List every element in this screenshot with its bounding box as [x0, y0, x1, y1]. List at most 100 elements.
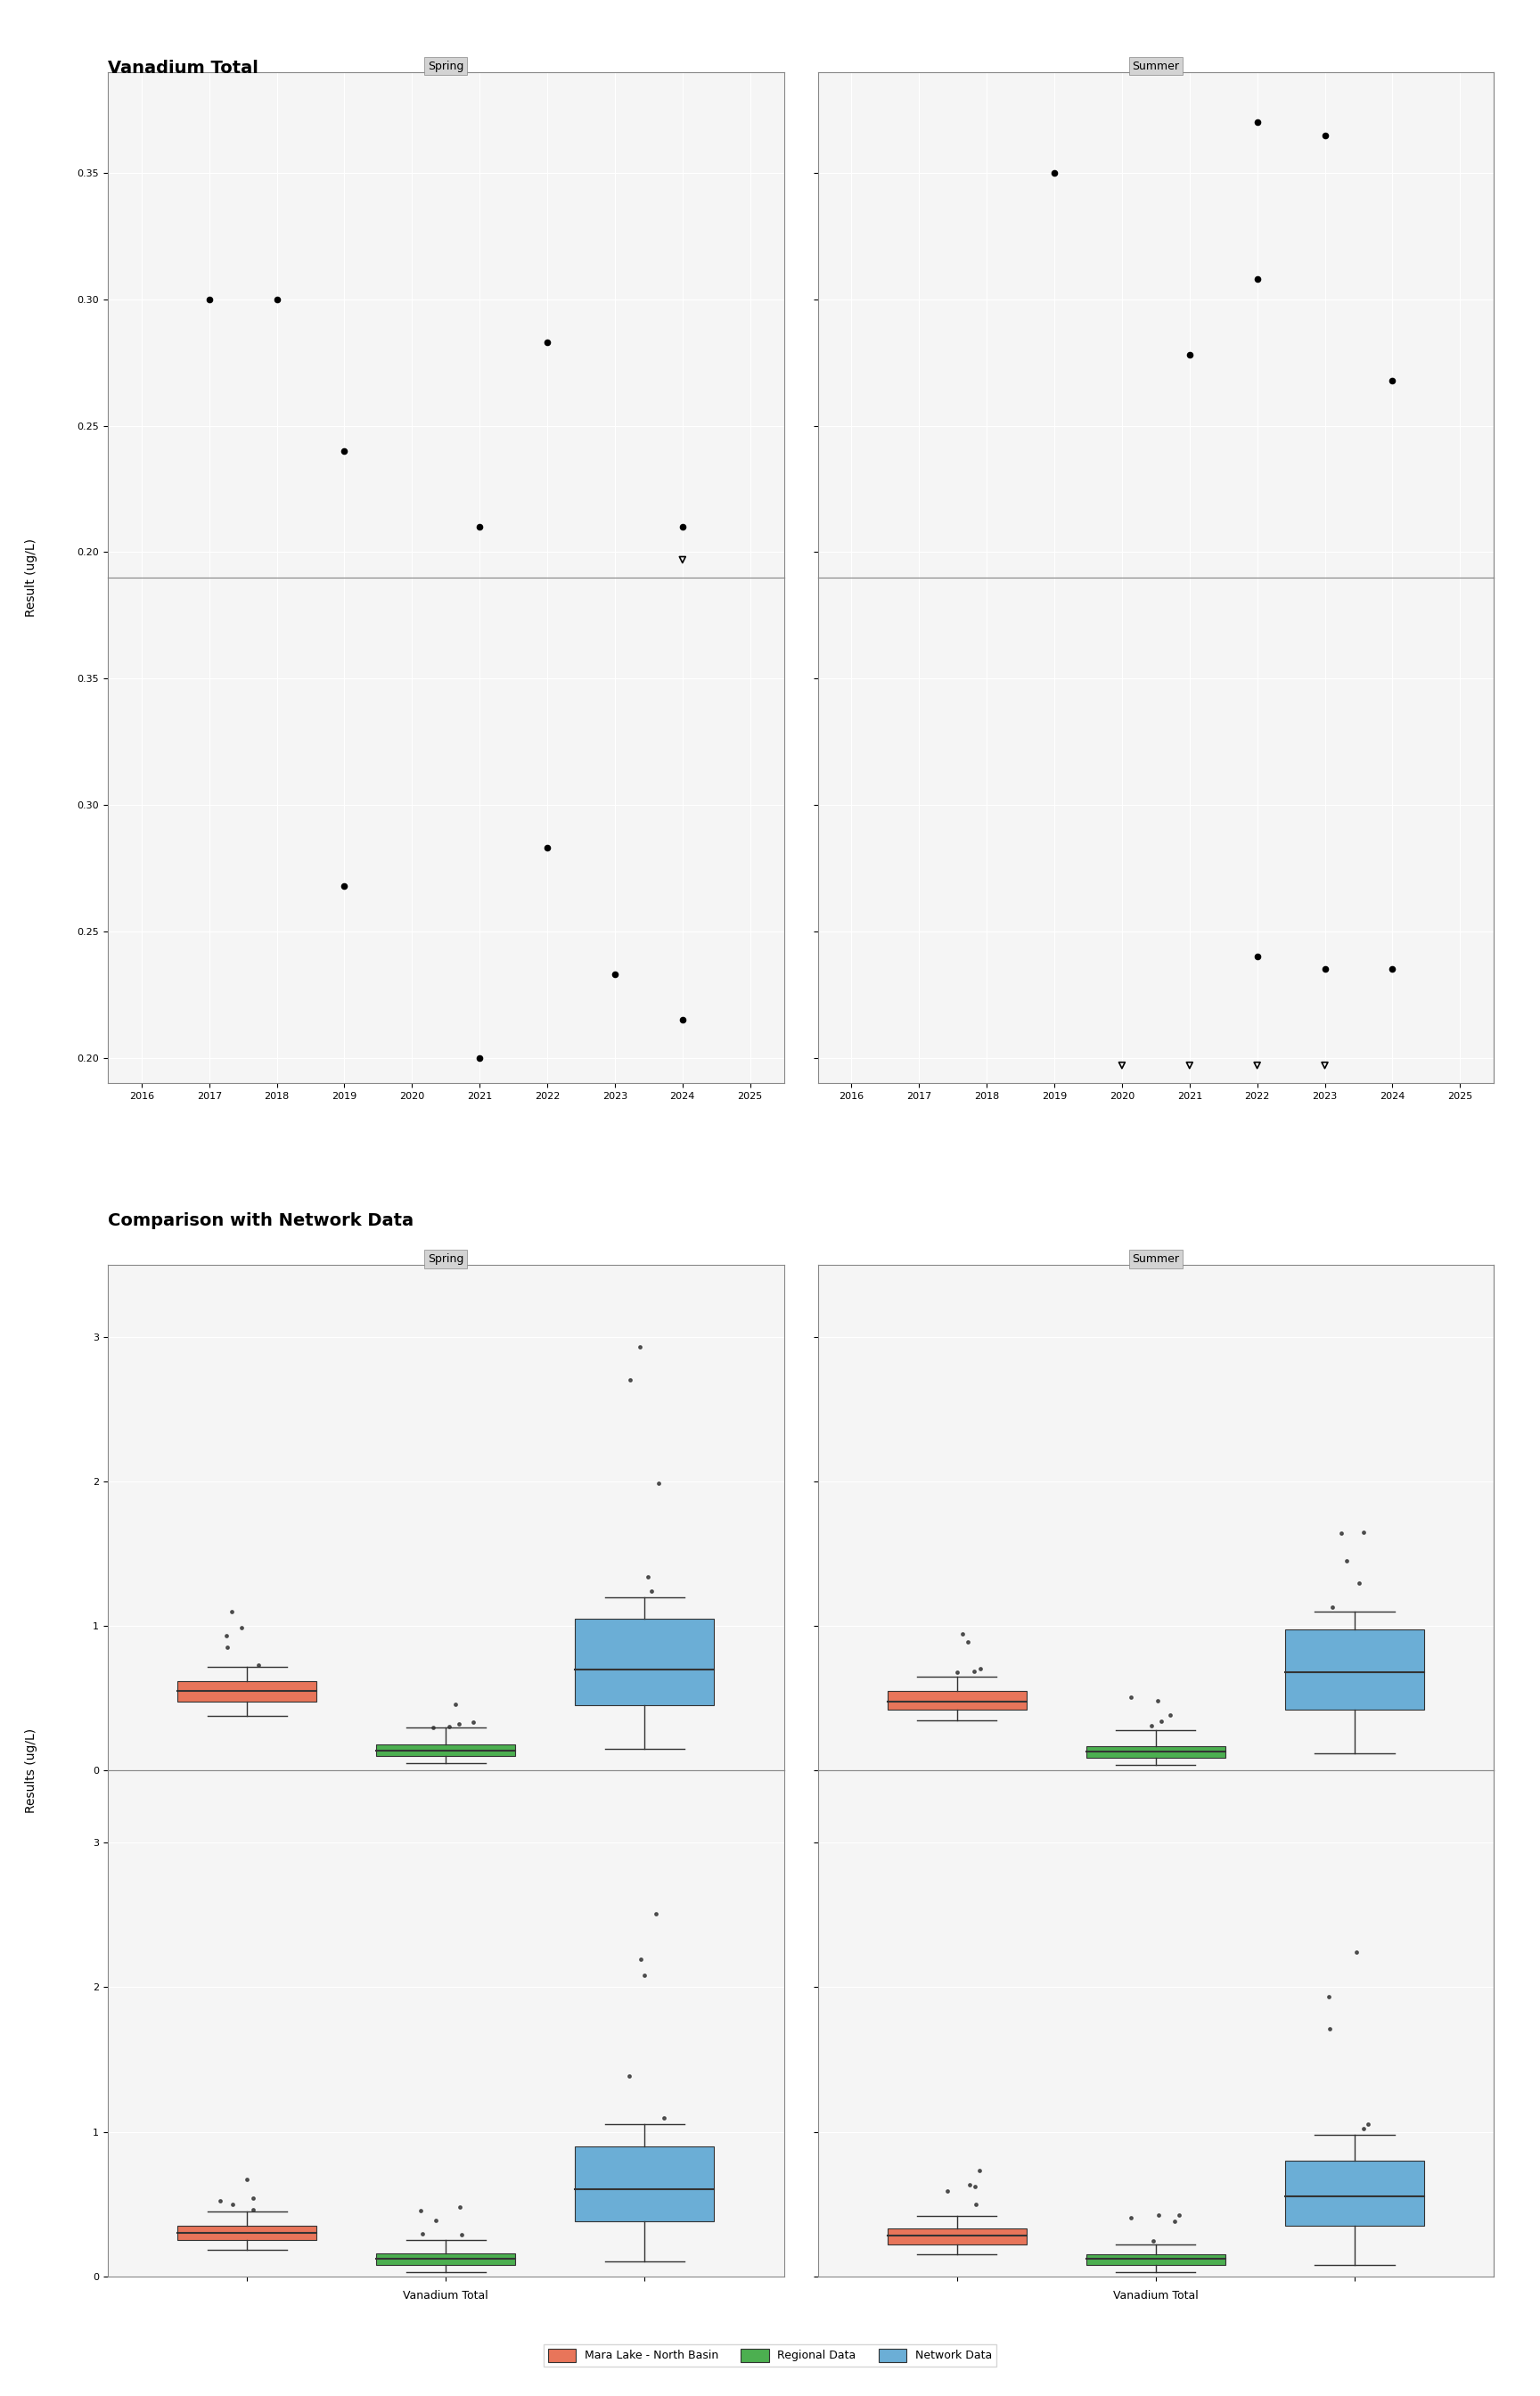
Point [1317, 1977, 1341, 2015]
Point [1043, 153, 1067, 192]
Point [967, 1648, 992, 1687]
FancyBboxPatch shape [1284, 2161, 1424, 2226]
Text: Spring: Spring [428, 60, 464, 72]
Point [1177, 335, 1201, 374]
Point [647, 1464, 671, 1502]
Point [220, 1593, 245, 1632]
FancyBboxPatch shape [887, 1692, 1027, 1711]
Legend: Mara Lake - North Basin, Regional Data, Network Data: Mara Lake - North Basin, Regional Data, … [544, 2343, 996, 2367]
Point [265, 280, 290, 319]
Point [628, 1941, 653, 1979]
Point [1312, 1047, 1337, 1085]
FancyBboxPatch shape [1284, 1629, 1424, 1711]
Point [958, 2166, 983, 2204]
Point [1167, 2195, 1192, 2233]
Point [246, 1646, 271, 1684]
Point [333, 867, 357, 906]
Point [1312, 115, 1337, 153]
Point [670, 1002, 695, 1040]
Point [220, 2185, 245, 2223]
Point [1244, 261, 1269, 300]
FancyBboxPatch shape [177, 2226, 317, 2240]
Point [1320, 1589, 1344, 1627]
Point [234, 2159, 259, 2197]
Point [1351, 1514, 1375, 1553]
Point [467, 508, 491, 546]
Point [1163, 2202, 1187, 2240]
Point [208, 2180, 233, 2219]
Point [1344, 1934, 1369, 1972]
Point [1312, 951, 1337, 990]
Text: Summer: Summer [1132, 1253, 1180, 1265]
Point [450, 2216, 474, 2255]
X-axis label: Vanadium Total: Vanadium Total [403, 2291, 488, 2303]
Point [1317, 2010, 1341, 2049]
Point [1357, 2106, 1381, 2144]
Point [1244, 937, 1269, 975]
Point [534, 829, 559, 867]
Point [1380, 362, 1404, 400]
Point [240, 2190, 265, 2228]
Point [1118, 2200, 1143, 2238]
Point [1158, 1696, 1183, 1735]
Point [618, 1361, 642, 1399]
Point [962, 2168, 987, 2207]
Point [1118, 1677, 1143, 1716]
Point [631, 1955, 656, 1993]
Point [967, 2152, 992, 2190]
FancyBboxPatch shape [574, 2147, 715, 2221]
FancyBboxPatch shape [1086, 2255, 1226, 2264]
Point [216, 1629, 240, 1668]
Point [1140, 1706, 1164, 1744]
Point [1146, 2195, 1170, 2233]
Point [408, 2190, 433, 2228]
Point [670, 541, 695, 580]
Point [420, 1708, 445, 1747]
Point [410, 2214, 434, 2252]
Point [1244, 103, 1269, 141]
Point [460, 1704, 485, 1742]
FancyBboxPatch shape [177, 1682, 317, 1701]
Text: Summer: Summer [1132, 60, 1180, 72]
Point [444, 1684, 468, 1723]
Point [1334, 1541, 1358, 1579]
Point [240, 2178, 265, 2216]
FancyBboxPatch shape [376, 2252, 516, 2264]
FancyBboxPatch shape [574, 1620, 715, 1706]
Point [955, 1622, 979, 1660]
Point [1141, 2221, 1166, 2259]
Point [670, 508, 695, 546]
Point [651, 2099, 676, 2137]
Point [1149, 1704, 1173, 1742]
Point [467, 1037, 491, 1076]
FancyBboxPatch shape [1086, 1747, 1226, 1759]
Point [229, 1608, 254, 1646]
X-axis label: Vanadium Total: Vanadium Total [1113, 2291, 1198, 2303]
Point [1146, 1682, 1170, 1720]
Text: Result (ug/L): Result (ug/L) [25, 539, 37, 616]
Point [628, 1327, 653, 1366]
Point [197, 280, 222, 319]
Point [639, 1572, 664, 1610]
Point [935, 2171, 959, 2209]
Point [964, 2185, 989, 2223]
Point [1346, 1565, 1371, 1603]
Point [214, 1617, 239, 1656]
FancyBboxPatch shape [376, 1744, 516, 1756]
Point [447, 2188, 471, 2226]
Text: Results (ug/L): Results (ug/L) [25, 1728, 37, 1814]
FancyBboxPatch shape [887, 2228, 1027, 2245]
Point [447, 1704, 471, 1742]
Point [962, 1651, 987, 1689]
Point [602, 956, 627, 994]
Point [950, 1615, 975, 1653]
Point [1110, 1047, 1135, 1085]
Point [1351, 2108, 1375, 2147]
Point [636, 1557, 661, 1596]
Point [1329, 1514, 1354, 1553]
Point [944, 1653, 969, 1692]
Point [618, 2056, 642, 2094]
Text: Comparison with Network Data: Comparison with Network Data [108, 1212, 414, 1229]
Text: Vanadium Total: Vanadium Total [108, 60, 259, 77]
Point [644, 1895, 668, 1934]
